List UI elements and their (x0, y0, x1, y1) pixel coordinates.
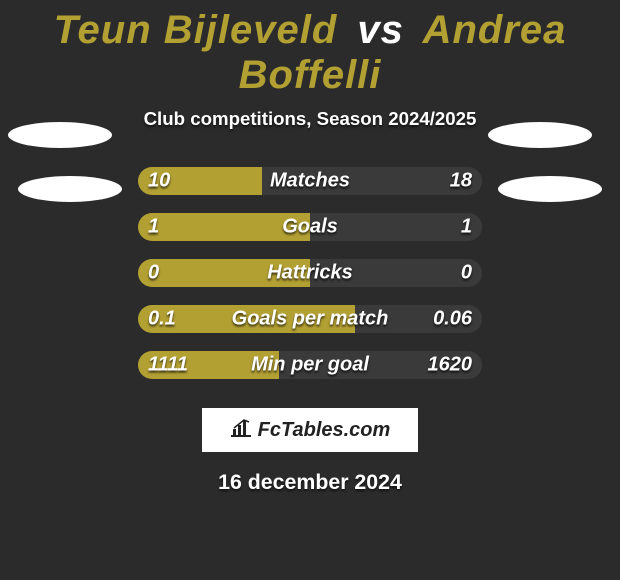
stat-value-right: 0.06 (433, 308, 472, 331)
stat-label: Goals per match (138, 308, 482, 331)
stat-bar: Hattricks0 0 (138, 259, 482, 287)
stat-bar: Goals1 1 (138, 213, 482, 241)
title-vs: vs (357, 8, 404, 52)
title: Teun Bijleveld vs Andrea Boffelli (0, 0, 620, 98)
stat-value-right: 18 (450, 170, 472, 193)
decor-oval (8, 122, 112, 148)
barchart-icon (230, 419, 252, 442)
decor-oval (498, 176, 602, 202)
stat-value-left: 1 (148, 216, 159, 239)
title-player1: Teun Bijleveld (54, 8, 338, 52)
stat-label: Matches (138, 170, 482, 193)
stat-bar: Min per goal11111620 (138, 351, 482, 379)
stat-label: Goals (138, 216, 482, 239)
stat-row: Hattricks0 0 (0, 250, 620, 296)
stat-value-left: 0.1 (148, 308, 176, 331)
stat-value-left: 10 (148, 170, 170, 193)
stat-value-right: 0 (461, 262, 472, 285)
stat-row: Min per goal11111620 (0, 342, 620, 388)
stat-bar: Matches10 18 (138, 167, 482, 195)
stat-label: Hattricks (138, 262, 482, 285)
decor-oval (18, 176, 122, 202)
stat-value-right: 1 (461, 216, 472, 239)
decor-oval (488, 122, 592, 148)
stat-row: Goals1 1 (0, 204, 620, 250)
footer-brand-text: FcTables.com (258, 419, 391, 442)
stat-value-left: 1111 (148, 354, 188, 377)
date-line: 16 december 2024 (0, 470, 620, 495)
stat-value-right: 1620 (428, 354, 473, 377)
stat-value-left: 0 (148, 262, 159, 285)
stat-bar: Goals per match0.1 0.06 (138, 305, 482, 333)
stat-row: Goals per match0.1 0.06 (0, 296, 620, 342)
footer-badge: FcTables.com (202, 408, 418, 452)
